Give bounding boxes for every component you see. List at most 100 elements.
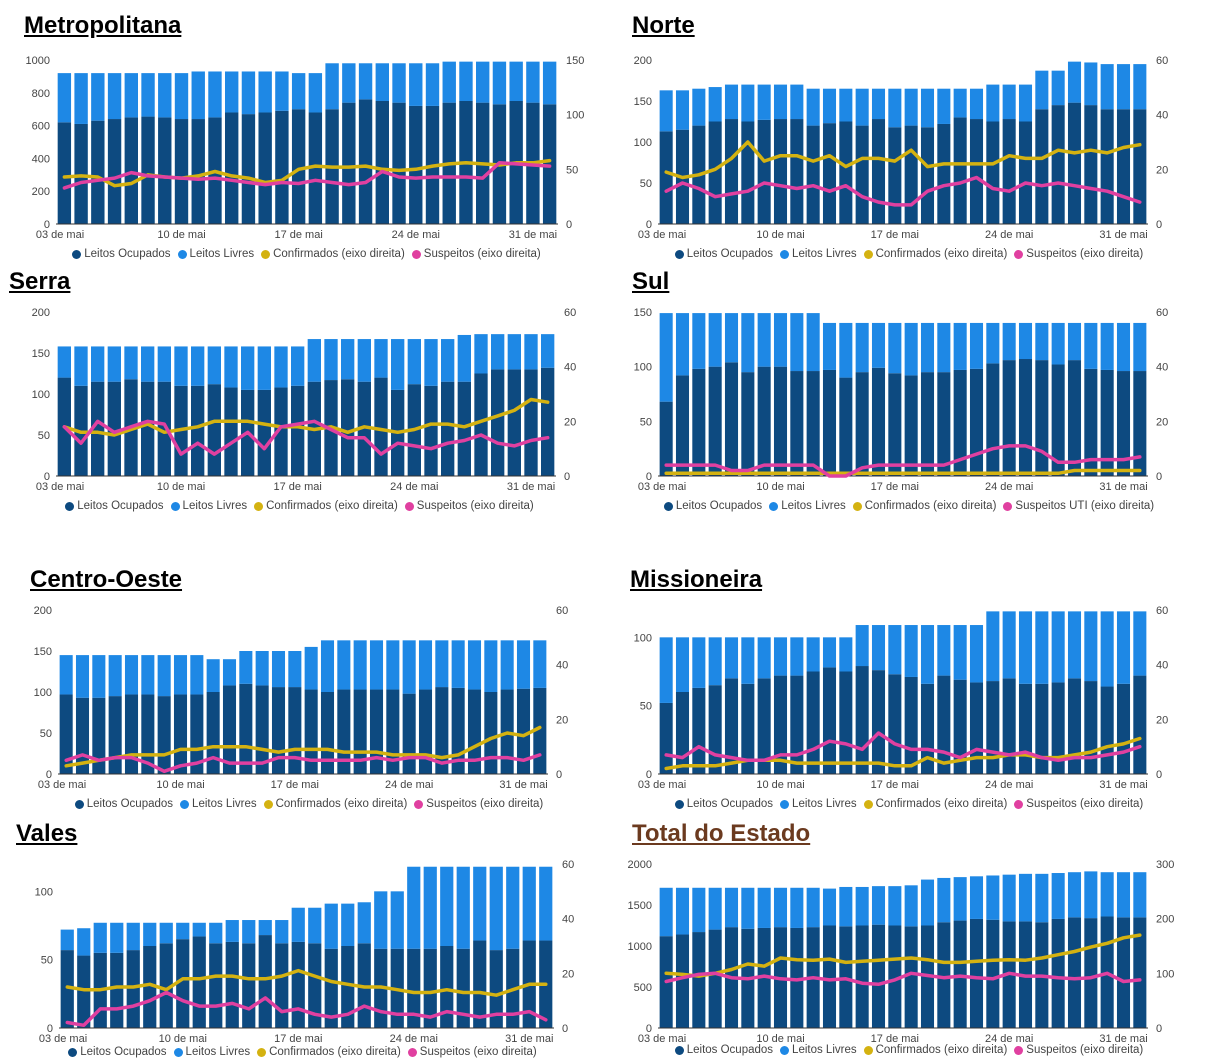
bar-leitos-livres xyxy=(790,637,804,676)
legend-item[interactable]: Suspeitos UTI (eixo direita) xyxy=(1003,500,1154,512)
bar-leitos-livres xyxy=(692,637,706,688)
bar-leitos-livres xyxy=(724,313,739,363)
legend-item[interactable]: Confirmados (eixo direita) xyxy=(261,248,405,260)
bar-leitos-ocupados xyxy=(304,689,318,774)
bar-leitos-livres xyxy=(224,346,238,388)
legend-item[interactable]: Suspeitos (eixo direita) xyxy=(407,1046,537,1058)
bar-leitos-livres xyxy=(275,71,289,111)
legend-item[interactable]: Leitos Ocupados xyxy=(674,248,773,260)
bar-leitos-livres xyxy=(308,907,322,944)
legend-item[interactable]: Leitos Ocupados xyxy=(72,248,171,260)
bar-leitos-ocupados xyxy=(659,702,673,774)
legend-label: Suspeitos (eixo direita) xyxy=(419,1046,537,1058)
legend-item[interactable]: Confirmados (eixo direita) xyxy=(863,1044,1007,1056)
y-right-tick: 150 xyxy=(566,55,584,67)
legend-label: Leitos Livres xyxy=(792,798,857,810)
bar-leitos-ocupados xyxy=(969,119,984,224)
y-right-tick: 300 xyxy=(1156,859,1174,871)
bar-leitos-livres xyxy=(341,903,355,946)
bar-leitos-livres xyxy=(107,73,122,120)
bar-leitos-livres xyxy=(1035,322,1049,361)
bar-leitos-ocupados xyxy=(418,689,433,774)
bar-leitos-livres xyxy=(675,90,690,130)
line-confirmados xyxy=(664,933,1142,978)
legend-item[interactable]: Leitos Livres xyxy=(780,1044,857,1056)
bar-leitos-livres xyxy=(969,625,984,683)
chart-title-missioneira: Missioneira xyxy=(630,566,763,593)
x-tick: 24 de mai xyxy=(985,1033,1033,1045)
legend-item[interactable]: Leitos Livres xyxy=(170,500,247,512)
legend-item[interactable]: Confirmados (eixo direita) xyxy=(263,798,407,810)
legend-label: Confirmados (eixo direita) xyxy=(875,248,1008,260)
legend-item[interactable]: Leitos Livres xyxy=(180,798,257,810)
bar-leitos-livres xyxy=(539,866,553,941)
legend-dot-icon xyxy=(261,249,271,259)
legend-item[interactable]: Leitos Ocupados xyxy=(674,798,773,810)
x-tick: 24 de mai xyxy=(390,481,438,493)
bar-leitos-livres xyxy=(888,886,902,926)
legend-item[interactable]: Confirmados (eixo direita) xyxy=(852,500,997,512)
bar-leitos-livres xyxy=(374,339,388,378)
legend-item[interactable]: Leitos Ocupados xyxy=(68,1046,167,1058)
legend-item[interactable]: Confirmados (eixo direita) xyxy=(257,1046,401,1058)
y-left-tick: 200 xyxy=(634,55,652,67)
legend-item[interactable]: Suspeitos (eixo direita) xyxy=(1014,798,1143,810)
legend-item[interactable]: Leitos Livres xyxy=(173,1046,250,1058)
legend-item[interactable]: Leitos Ocupados xyxy=(74,798,173,810)
bar-leitos-ocupados xyxy=(1035,109,1049,224)
y-left-tick: 200 xyxy=(34,605,52,617)
legend-item[interactable]: Leitos Livres xyxy=(769,500,846,512)
bar-leitos-livres xyxy=(476,61,490,103)
bar-leitos-livres xyxy=(77,928,91,956)
bar-leitos-ocupados xyxy=(457,381,471,476)
bar-leitos-livres xyxy=(773,313,788,367)
legend-item[interactable]: Leitos Ocupados xyxy=(674,1044,773,1056)
legend-item[interactable]: Confirmados (eixo direita) xyxy=(863,798,1007,810)
line-suspeitos xyxy=(62,419,550,456)
bar-leitos-livres xyxy=(1100,872,1114,917)
y-left-tick: 200 xyxy=(32,186,50,198)
legend-dot-icon xyxy=(65,501,75,511)
bar-leitos-livres xyxy=(440,866,454,946)
bar-leitos-ocupados xyxy=(291,109,306,224)
y-left-tick: 500 xyxy=(634,982,652,994)
legend-item[interactable]: Suspeitos (eixo direita) xyxy=(404,500,534,512)
legend-dot-icon xyxy=(674,799,684,809)
legend-item[interactable]: Suspeitos (eixo direita) xyxy=(1014,1044,1143,1056)
bar-leitos-livres xyxy=(375,63,389,101)
legend-item[interactable]: Leitos Livres xyxy=(780,248,857,260)
legend-item[interactable]: Suspeitos (eixo direita) xyxy=(411,248,541,260)
line-confirmados xyxy=(664,468,1142,476)
bar-leitos-livres xyxy=(274,346,288,388)
legend-label: Confirmados (eixo direita) xyxy=(864,500,997,512)
legend-label: Leitos Ocupados xyxy=(77,500,164,512)
bar-leitos-livres xyxy=(209,922,223,944)
bar-leitos-livres xyxy=(93,922,107,953)
legend-item[interactable]: Confirmados (eixo direita) xyxy=(254,500,398,512)
chart-title-total-do-estado[interactable]: Total do Estado xyxy=(632,820,811,847)
legend-item[interactable]: Leitos Ocupados xyxy=(65,500,164,512)
bar-leitos-livres xyxy=(757,887,771,928)
legend-item[interactable]: Leitos Livres xyxy=(780,798,857,810)
bar-leitos-livres xyxy=(839,637,853,672)
bar-leitos-ocupados xyxy=(937,372,951,476)
bar-leitos-livres xyxy=(1018,322,1033,360)
bar-leitos-livres xyxy=(308,73,323,113)
bar-leitos-ocupados xyxy=(222,685,237,774)
bar-leitos-ocupados xyxy=(441,381,455,476)
legend-dot-icon xyxy=(852,501,862,511)
x-tick: 31 de mai xyxy=(1099,229,1147,241)
bar-leitos-livres xyxy=(357,902,371,944)
legend-dot-icon xyxy=(170,501,180,511)
bar-leitos-livres xyxy=(920,879,935,926)
legend-item[interactable]: Suspeitos (eixo direita) xyxy=(1014,248,1143,260)
bar-leitos-ocupados xyxy=(1067,678,1082,774)
legend-item[interactable]: Confirmados (eixo direita) xyxy=(863,248,1008,260)
legend-item[interactable]: Leitos Livres xyxy=(177,248,254,260)
bar-leitos-ocupados xyxy=(516,688,531,774)
x-tick: 24 de mai xyxy=(392,229,440,241)
legend-item[interactable]: Suspeitos (eixo direita) xyxy=(414,798,543,810)
bar-leitos-livres xyxy=(904,88,918,126)
bar-leitos-ocupados xyxy=(790,927,804,1028)
legend-item[interactable]: Leitos Ocupados xyxy=(663,500,762,512)
